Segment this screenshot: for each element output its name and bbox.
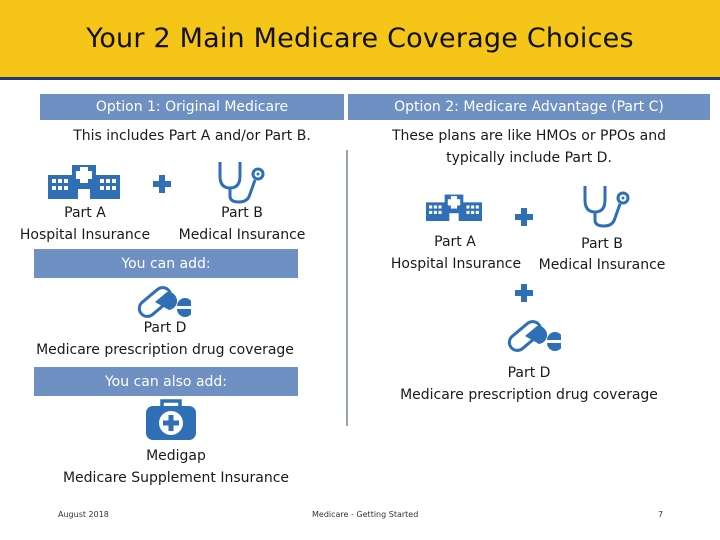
option2-header-main: Option 2: Medicare Advantage	[394, 99, 608, 115]
hospital-icon	[426, 192, 482, 222]
left-part-d-desc: Medicare prescription drug coverage	[36, 342, 294, 358]
right-part-d-title: Part D	[507, 365, 551, 381]
footer-page-number: 7	[658, 510, 664, 519]
option1-intro: This includes Part A and/or Part B.	[73, 128, 311, 144]
medigap-desc: Medicare Supplement Insurance	[62, 470, 290, 486]
footer-date: August 2018	[58, 510, 109, 519]
medigap-title: Medigap	[146, 448, 206, 464]
option2-header-sub: (Part C)	[611, 99, 664, 115]
title-rule	[0, 77, 720, 80]
plus-icon	[515, 284, 533, 302]
option2-intro-line2: typically include Part D.	[446, 150, 612, 166]
title-bar	[0, 0, 720, 77]
stethoscope-icon	[215, 160, 269, 204]
left-part-b-title: Part B	[221, 205, 263, 221]
left-part-a-desc: Hospital Insurance	[19, 227, 151, 243]
footer-center: Medicare - Getting Started	[312, 510, 419, 519]
option2-header: Option 2: Medicare Advantage (Part C)	[348, 94, 710, 120]
left-part-a-title: Part A	[64, 205, 106, 221]
slide-title: Your 2 Main Medicare Coverage Choices	[86, 23, 634, 54]
right-part-a-title: Part A	[434, 234, 476, 250]
plus-icon	[515, 208, 533, 226]
first-aid-kit-icon	[145, 397, 197, 441]
hospital-icon	[48, 163, 120, 199]
option1-header: Option 1: Original Medicare	[40, 94, 344, 120]
column-divider	[346, 150, 348, 426]
stethoscope-icon	[580, 184, 634, 228]
plus-icon	[153, 175, 171, 193]
pills-icon	[505, 314, 561, 358]
you-can-also-add-bar: You can also add:	[34, 367, 298, 396]
you-can-add-bar: You can add:	[34, 249, 298, 278]
left-part-d-title: Part D	[143, 320, 187, 336]
left-part-b-desc: Medical Insurance	[178, 227, 306, 243]
right-part-a-desc: Hospital Insurance	[390, 256, 522, 272]
right-part-b-title: Part B	[581, 236, 623, 252]
right-part-d-desc: Medicare prescription drug coverage	[400, 387, 658, 403]
right-part-b-desc: Medical Insurance	[538, 257, 666, 273]
option2-intro-line1: These plans are like HMOs or PPOs and	[391, 128, 667, 144]
